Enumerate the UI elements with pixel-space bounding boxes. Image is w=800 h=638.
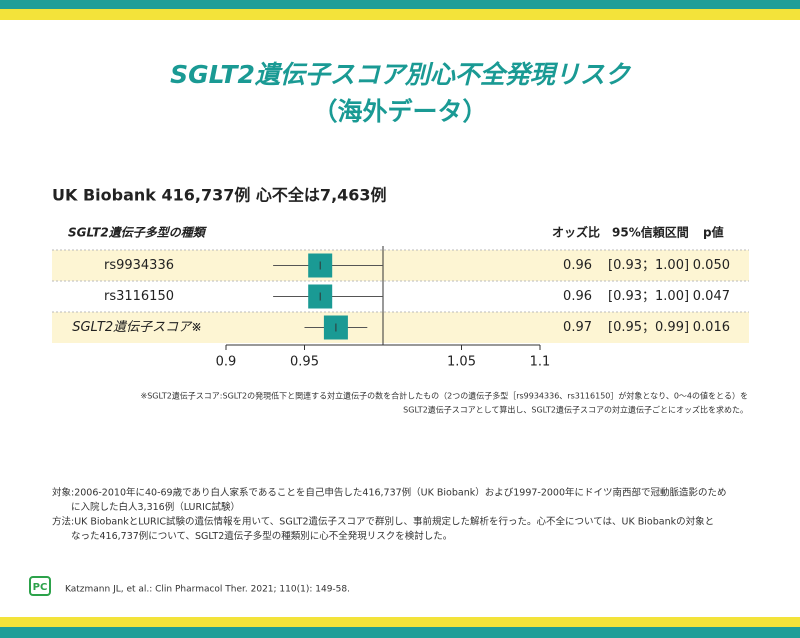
- footnote: ※SGLT2遺伝子スコア:SGLT2の発現低下と関連する対立遺伝子の数を合計した…: [141, 391, 749, 401]
- x-tick-label: 0.95: [290, 355, 319, 370]
- note: なった416,737例について、SGLT2遺伝子多型の種類別に心不全発現リスクを…: [52, 530, 452, 542]
- logo-box: [29, 576, 51, 596]
- column-header: オッズ比: [552, 225, 600, 240]
- row-background: [52, 250, 749, 281]
- p-value: 0.047: [693, 289, 730, 304]
- top-stripe: [0, 9, 800, 20]
- odds-ratio-value: 0.96: [563, 289, 592, 304]
- p-value: 0.050: [693, 258, 730, 273]
- ci-label: [0.93；1.00]: [608, 258, 689, 273]
- category-label: SGLT2遺伝子スコア※: [72, 320, 202, 335]
- note: 方法:UK BiobankとLURIC試験の遺伝情報を用いて、SGLT2遺伝子ス…: [52, 516, 714, 528]
- subtitle: UK Biobank 416,737例 心不全は7,463例: [52, 186, 387, 205]
- column-header: p値: [703, 225, 724, 240]
- note: に入院した白人3,316例（LURIC試験）: [52, 501, 240, 513]
- p-value: 0.016: [693, 320, 730, 335]
- x-tick-label: 0.9: [216, 355, 237, 370]
- logo: PC: [33, 582, 48, 593]
- odds-ratio-value: 0.96: [563, 258, 592, 273]
- title: SGLT2遺伝子スコア別心不全発現リスク: [170, 60, 632, 89]
- category-label: rs3116150: [104, 289, 174, 304]
- x-tick-label: 1.05: [447, 355, 476, 370]
- ci-label: [0.93；1.00]: [608, 289, 689, 304]
- bottom-band: [0, 627, 800, 638]
- column-header: 95%信頼区間: [612, 225, 689, 240]
- bottom-stripe: [0, 617, 800, 627]
- footnote: SGLT2遺伝子スコアとして算出し、SGLT2遺伝子スコアの対立遺伝子ごとにオッ…: [403, 405, 748, 415]
- ci-label: [0.95；0.99]: [608, 320, 689, 335]
- top-band: [0, 0, 800, 9]
- note: 対象:2006-2010年に40-69歳であり白人家系であることを自己申告した4…: [52, 487, 727, 499]
- category-header: SGLT2遺伝子多型の種類: [68, 226, 208, 240]
- row-background: [52, 312, 749, 343]
- title-line-2: （海外データ）: [312, 97, 487, 126]
- odds-ratio-value: 0.97: [563, 320, 592, 335]
- x-tick-label: 1.1: [530, 355, 551, 370]
- citation: Katzmann JL, et al.: Clin Pharmacol Ther…: [65, 585, 350, 595]
- category-label: rs9934336: [104, 258, 174, 273]
